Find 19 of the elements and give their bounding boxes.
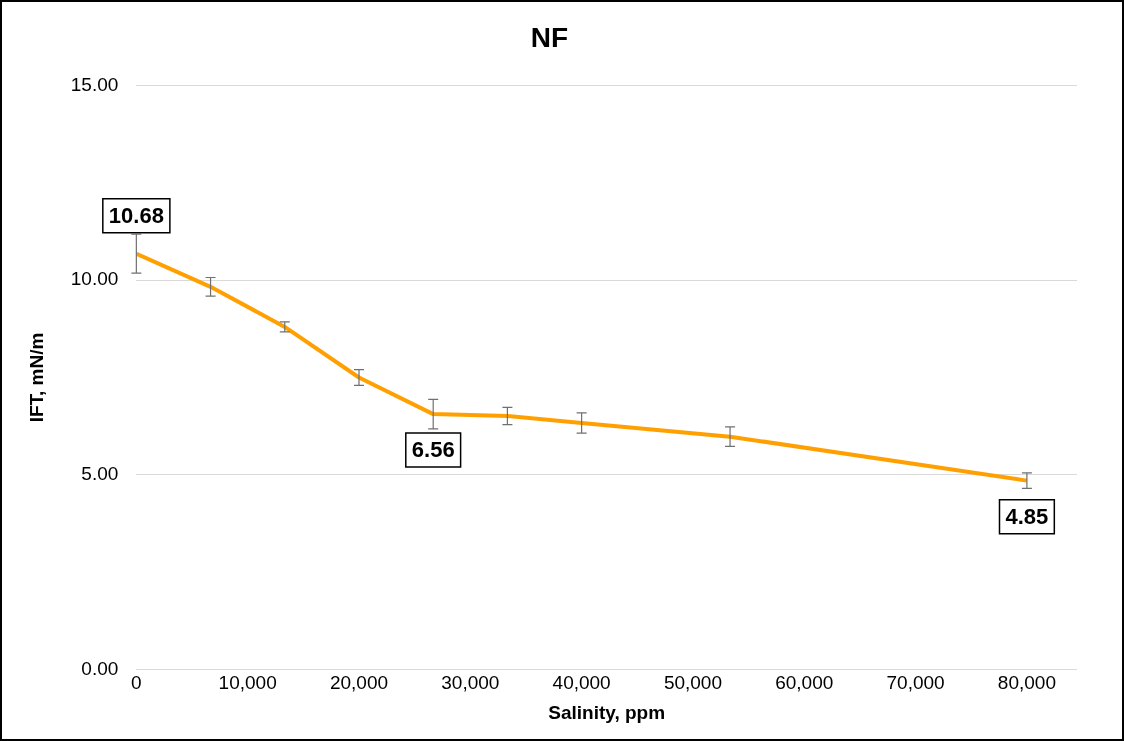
y-axis-title: IFT, mN/m (25, 332, 47, 423)
chart-title: NF (530, 21, 569, 53)
x-tick-label: 0 (131, 672, 142, 694)
y-tick-label: 0.00 (81, 657, 119, 679)
data-label: 10.68 (108, 202, 164, 228)
x-tick-label: 70,000 (886, 672, 945, 694)
x-tick-label: 20,000 (329, 672, 389, 694)
y-tick-label: 15.00 (70, 73, 119, 95)
x-tick-label: 30,000 (441, 672, 500, 694)
x-tick-label: 60,000 (775, 672, 834, 694)
x-tick-label: 80,000 (997, 672, 1056, 694)
y-tick-label: 10.00 (70, 268, 119, 290)
data-label: 6.56 (411, 437, 455, 463)
x-tick-label: 10,000 (218, 672, 277, 694)
x-axis-title: Salinity, ppm (548, 701, 666, 723)
y-tick-label: 5.00 (81, 463, 119, 485)
data-label: 4.85 (1005, 503, 1049, 529)
x-tick-label: 40,000 (552, 672, 611, 694)
x-tick-label: 50,000 (663, 672, 723, 694)
